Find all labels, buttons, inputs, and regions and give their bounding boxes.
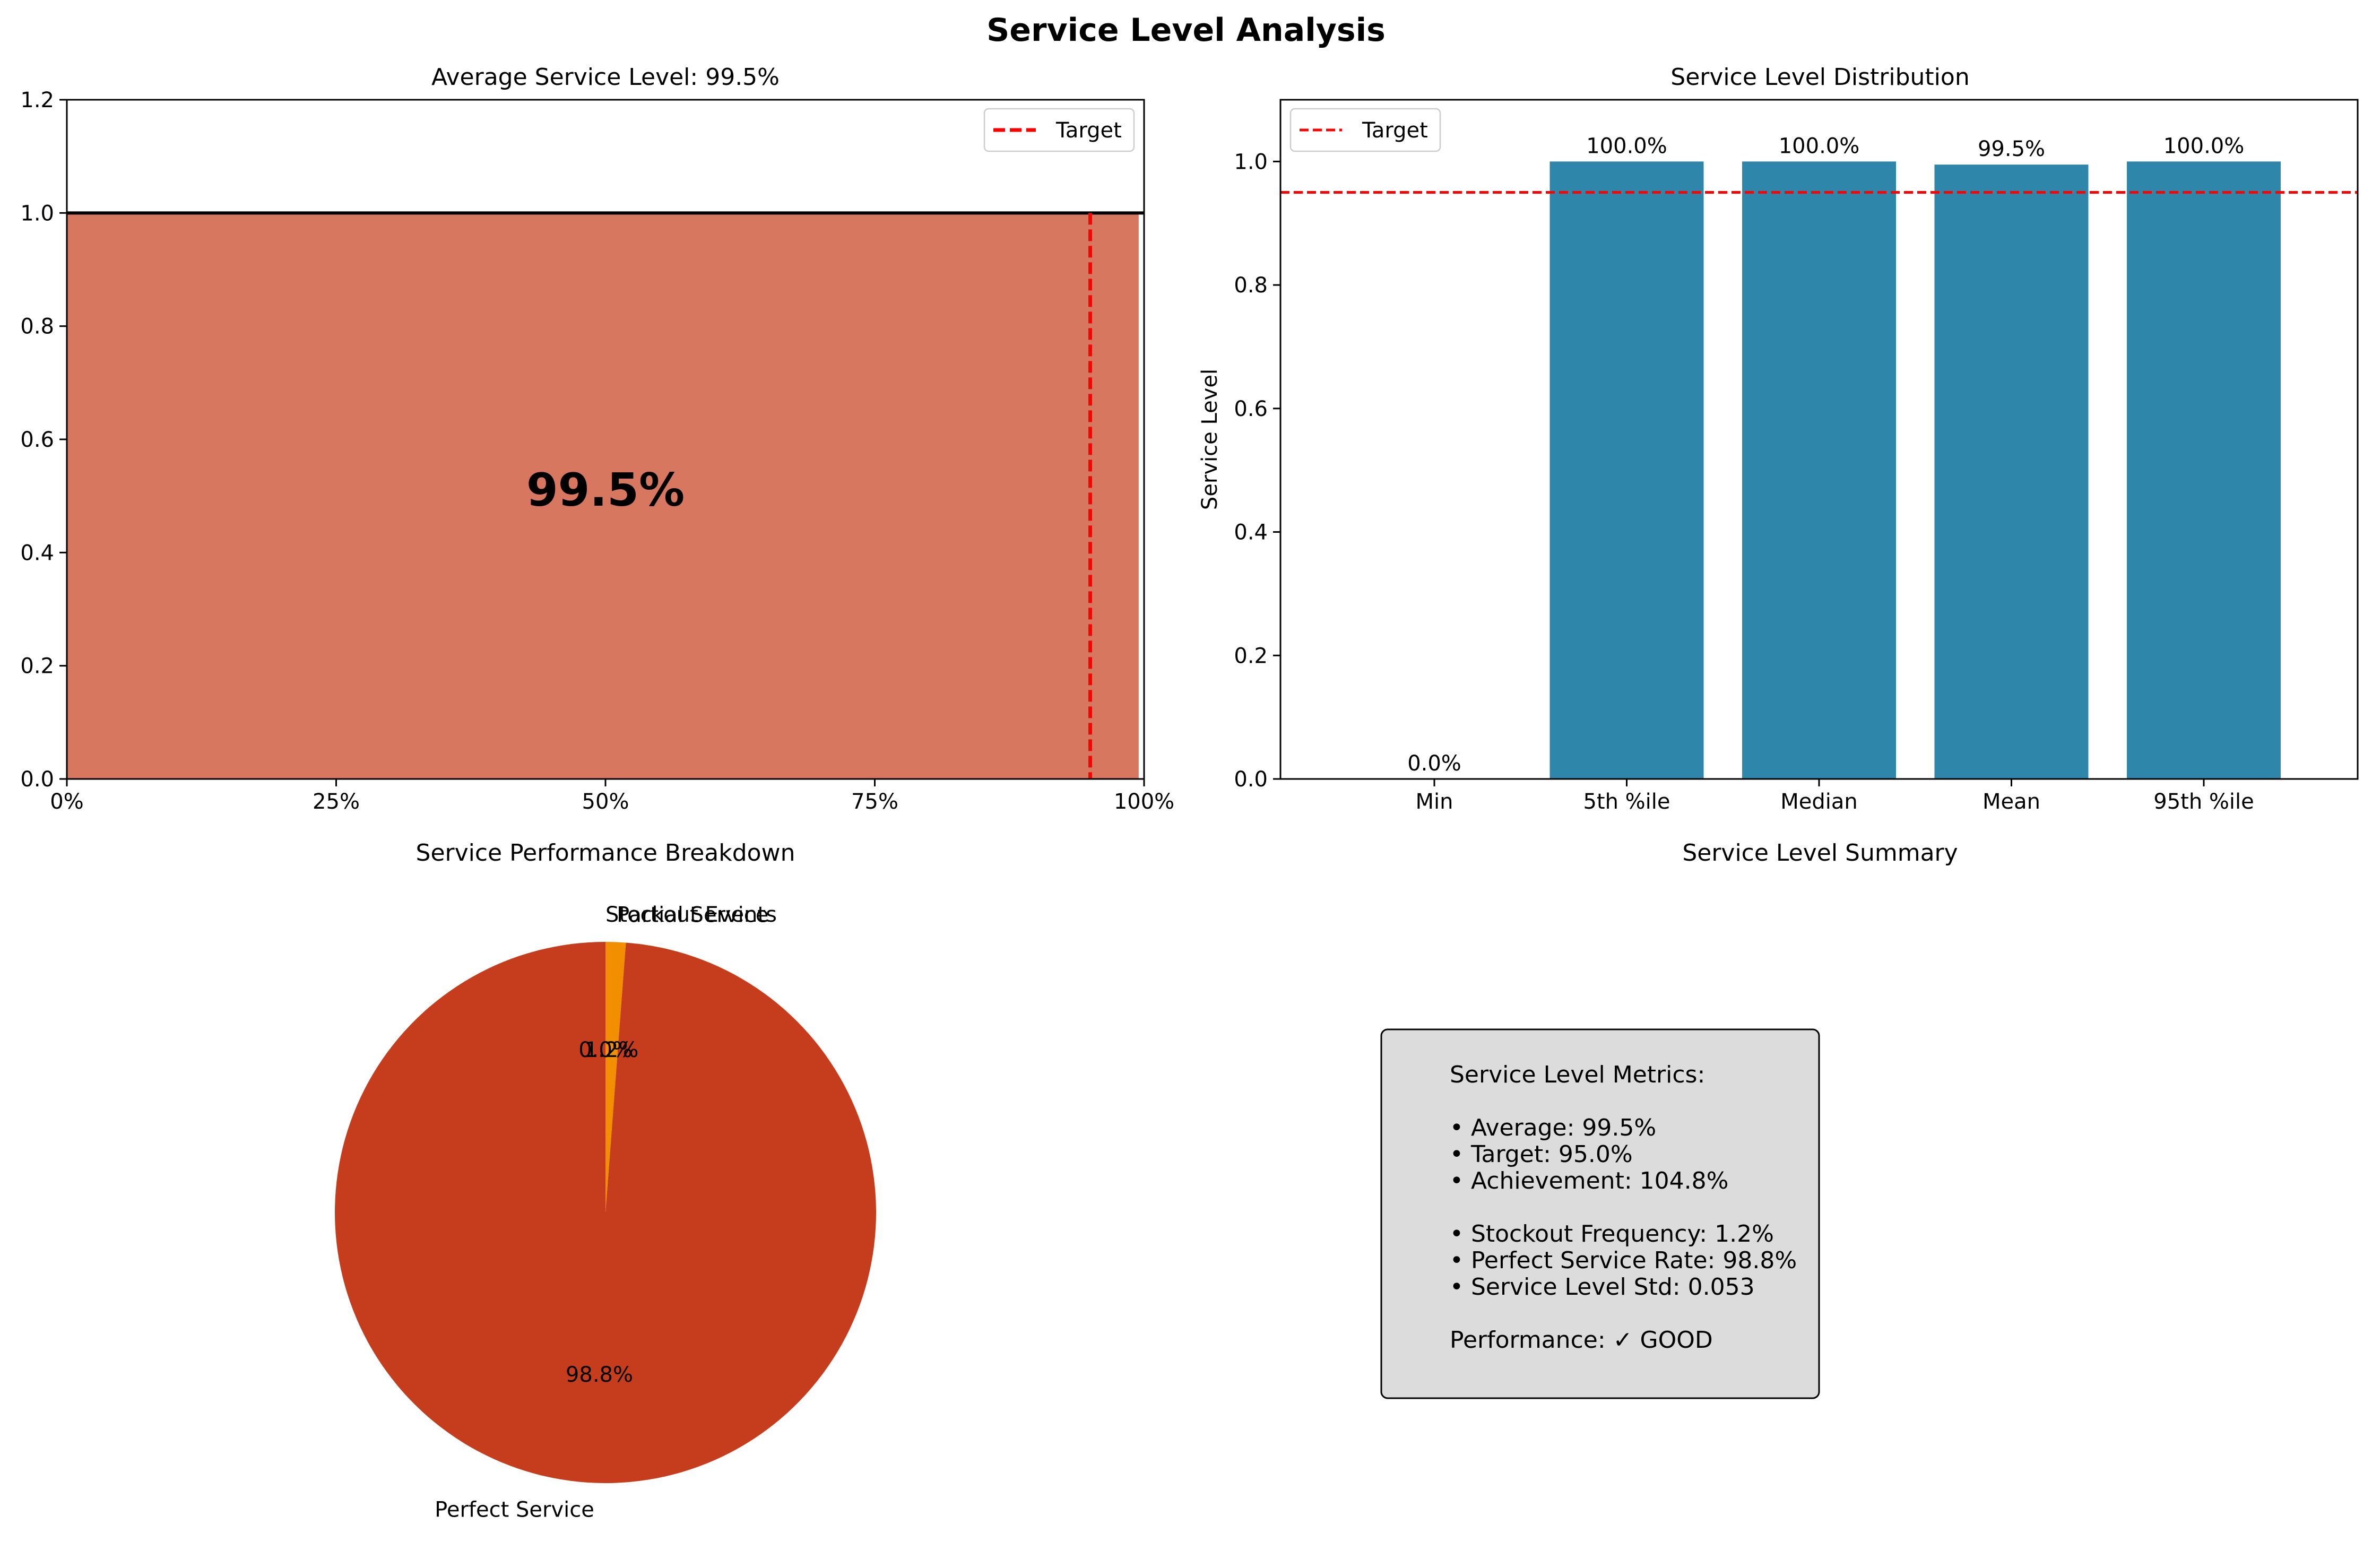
breakdown-slice [335,942,877,1483]
distribution-bar-value-label: 100.0% [1586,134,1667,158]
summary-line: • Perfect Service Rate: 98.8% [1450,1247,1797,1274]
gauge-fill-bar [67,213,1139,779]
gauge-x-tick-label: 100% [1114,790,1174,814]
gauge-y-tick-label: 0.6 [20,428,54,452]
distribution-legend-target-label: Target [1362,118,1428,143]
distribution-legend: Target [1289,108,1441,152]
gauge-x-tick-label: 75% [851,790,898,814]
breakdown-slices [335,942,877,1483]
breakdown-slice-pct: 1.2% [585,1038,639,1062]
summary-line: Performance: ✓ GOOD [1450,1327,1713,1354]
gauge-y-tick-label: 1.2 [20,88,54,112]
breakdown-slice-pct: 98.8% [566,1363,633,1387]
distribution-bar-value-label: 99.5% [1978,137,2045,161]
distribution-bars [1549,161,2281,779]
distribution-y-tick-label: 0.0 [1234,767,1268,792]
figure-suptitle: Service Level Analysis [986,12,1386,49]
summary-title: Service Level Summary [1682,839,1958,867]
breakdown-slice-label: Perfect Service [435,1498,594,1522]
gauge-y-tick-label: 0.0 [20,767,54,792]
gauge-y-tick-label: 0.4 [20,541,54,565]
distribution-x-tick-label: Median [1780,790,1858,814]
gauge-x-tick-label: 50% [582,790,629,814]
gauge-center-label: 99.5% [526,464,685,517]
breakdown-title: Service Performance Breakdown [416,839,795,867]
summary-panel: Service Level Summary Service Level Metr… [1380,839,1958,1399]
summary-lines: Service Level Metrics:• Average: 99.5%• … [1450,1061,1797,1354]
distribution-legend-box [1289,108,1441,152]
distribution-y-tick-label: 0.6 [1234,397,1268,421]
gauge-y-tick-label: 0.8 [20,315,54,339]
distribution-bar-value-label: 100.0% [1779,134,1860,158]
distribution-bar-value-label: 0.0% [1407,751,1461,776]
breakdown-slice [605,942,626,1212]
gauge-y-tick-label: 0.2 [20,654,54,679]
distribution-bar [2127,161,2281,779]
distribution-data-labels: 0.0% 100.0% 100.0% 99.5% 100.0% [1407,134,2244,776]
gauge-legend-box [983,108,1135,152]
gauge-title: Average Service Level: 99.5% [431,64,780,91]
summary-line: • Stockout Frequency: 1.2% [1450,1220,1774,1248]
distribution-x-tick-label: Min [1416,790,1453,814]
distribution-bar [1934,164,2089,779]
summary-box [1380,1028,1820,1399]
breakdown-slice-label: Partial Service [617,903,768,927]
breakdown-panel: Service Performance Breakdown Perfect Se… [335,839,877,1522]
distribution-bar [1742,161,1896,779]
summary-line: • Target: 95.0% [1450,1141,1633,1168]
breakdown-slice-pct: 0.0% [578,1038,633,1062]
distribution-x-tick-label: Mean [1983,790,2040,814]
distribution-y-tick-label: 0.4 [1234,521,1268,545]
summary-line: • Achievement: 104.8% [1450,1167,1728,1194]
distribution-y-tick-label: 0.2 [1234,644,1268,668]
gauge-x-ticks: 0% 25% 50% 75% 100% [50,779,1174,814]
gauge-x-tick-label: 25% [313,790,360,814]
distribution-x-tick-label: 5th %ile [1583,790,1670,814]
distribution-title: Service Level Distribution [1670,64,1969,91]
distribution-y-tick-label: 1.0 [1234,150,1268,174]
distribution-x-tick-label: 95th %ile [2153,790,2254,814]
distribution-x-ticks: Min 5th %ile Median Mean 95th %ile [1416,779,2254,814]
gauge-y-tick-label: 1.0 [20,201,54,226]
distribution-y-tick-label: 0.8 [1234,273,1268,298]
gauge-lines-layer [67,211,1144,779]
gauge-x-tick-label: 0% [50,790,83,814]
distribution-panel: Service Level Distribution Service Level… [1198,64,2359,814]
gauge-fill-layer [67,213,1139,779]
gauge-panel: Average Service Level: 99.5% 0% 25% 50% 75%… [20,64,1174,814]
breakdown-slice-label: Stockout Events [605,903,777,927]
summary-line: • Average: 99.5% [1450,1114,1656,1141]
breakdown-labels: Perfect Service 98.8% Partial Service 1.2% S… [435,903,777,1522]
summary-line: • Service Level Std: 0.053 [1450,1274,1755,1301]
gauge-legend: Target [983,108,1135,152]
gauge-y-ticks: 0.0 0.2 0.4 0.6 0.8 1.0 1.2 [20,88,67,792]
distribution-y-ticks: 0.0 0.2 0.4 0.6 0.8 1.0 [1234,150,1280,792]
summary-line: Service Level Metrics: [1450,1061,1705,1088]
distribution-bar [1549,161,1704,779]
distribution-ylabel: Service Level [1198,369,1222,510]
gauge-legend-target-label: Target [1055,118,1122,143]
distribution-bar-value-label: 100.0% [2163,134,2245,158]
